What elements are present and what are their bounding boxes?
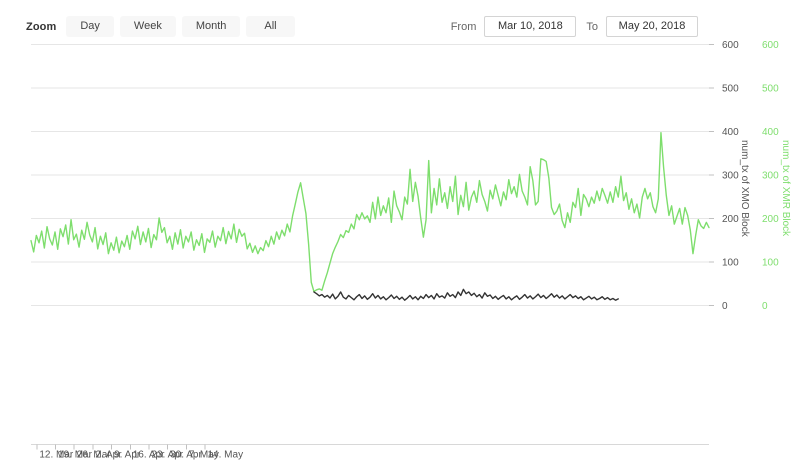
x-axis-tick: 2. Apr: [95, 450, 122, 461]
chart-toolbar: Zoom Day Week Month All From Mar 10, 201…: [0, 0, 800, 40]
y-axis-left-tick: 400: [722, 127, 739, 138]
series-line-xmo: [313, 288, 619, 301]
y-axis-right-tick: 400: [762, 127, 779, 138]
x-axis-tick: 19. Mar: [58, 450, 93, 461]
chart-axes: 0 0 100 100 200 200 300 300 400 400 500 500 600 600 nu…: [31, 40, 791, 461]
y-axis-left-tick: 100: [722, 258, 739, 269]
y-axis-left-tick: 0: [722, 301, 728, 312]
y-axis-right-title: num_tx of XMR Block: [780, 140, 791, 237]
x-axis-tick: 12. Mar: [39, 450, 74, 461]
dual-axis-line-chart[interactable]: 0 0 100 100 200 200 300 300 400 400 500 500 600 600 nu…: [0, 40, 800, 467]
y-axis-left-title: num_tx of XMO Block: [739, 140, 750, 238]
y-axis-right-tick: 100: [762, 258, 779, 269]
from-label: From: [450, 20, 477, 33]
x-axis-tick: 7. May: [189, 450, 219, 461]
zoom-label: Zoom: [26, 20, 57, 33]
x-axis-tick: 9. Apr: [114, 450, 141, 461]
to-label: To: [586, 20, 598, 33]
range-button-all[interactable]: All: [246, 16, 295, 37]
y-axis-left-tick: 600: [722, 40, 739, 51]
x-axis-tick: 16. Apr: [133, 450, 165, 461]
chart-gridlines: [31, 44, 714, 306]
y-axis-right-tick: 600: [762, 40, 779, 51]
chart-container[interactable]: 0 0 100 100 200 200 300 300 400 400 500 500 600 600 nu…: [0, 40, 800, 467]
x-axis-tick: 14. May: [208, 450, 244, 461]
y-axis-right-tick: 0: [762, 301, 768, 312]
y-axis-left-tick: 200: [722, 214, 739, 225]
y-axis-left-tick: 500: [722, 84, 739, 95]
y-axis-right-tick: 500: [762, 84, 779, 95]
to-date-input[interactable]: May 20, 2018: [606, 16, 698, 37]
range-button-day[interactable]: Day: [66, 16, 114, 37]
range-button-week[interactable]: Week: [119, 16, 176, 37]
range-button-month[interactable]: Month: [181, 16, 241, 37]
from-date-input[interactable]: Mar 10, 2018: [484, 16, 577, 37]
y-axis-right-tick: 300: [762, 171, 779, 182]
zoom-range-selector: Zoom Day Week Month All: [26, 16, 301, 37]
series-line-xmr: [30, 132, 710, 293]
date-range-selector: From Mar 10, 2018 To May 20, 2018: [451, 16, 708, 37]
x-axis-tick: 23. Apr: [151, 450, 183, 461]
y-axis-right-tick: 200: [762, 214, 779, 225]
x-axis-tick: 30. Apr: [170, 450, 202, 461]
chart-series-layer: [30, 132, 710, 301]
y-axis-left-tick: 300: [722, 171, 739, 182]
x-axis-tick: 26. Mar: [77, 450, 112, 461]
